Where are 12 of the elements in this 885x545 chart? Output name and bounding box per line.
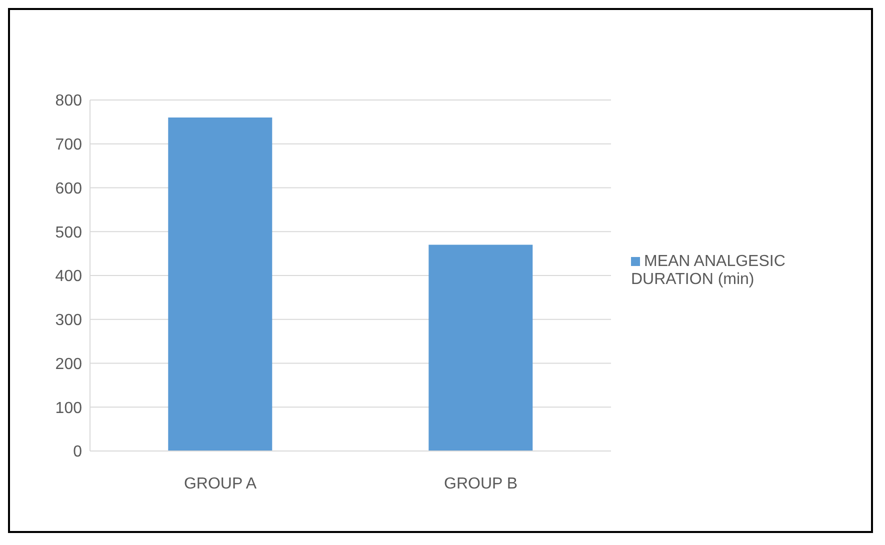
x-tick-label: GROUP B — [444, 475, 518, 492]
x-tick-label: GROUP A — [184, 475, 257, 492]
y-tick-label: 500 — [55, 224, 82, 242]
y-tick-label: 300 — [55, 312, 82, 330]
y-tick-label: 600 — [55, 180, 82, 198]
y-tick-label: 200 — [55, 356, 82, 373]
y-tick-label: 0 — [73, 444, 82, 461]
y-tick-label: 400 — [55, 268, 82, 286]
y-tick-label: 100 — [55, 400, 82, 417]
y-tick-label: 800 — [55, 92, 82, 110]
y-tick-label: 700 — [55, 136, 82, 154]
legend-label: MEAN ANALGESIC DURATION (min) — [631, 252, 786, 288]
